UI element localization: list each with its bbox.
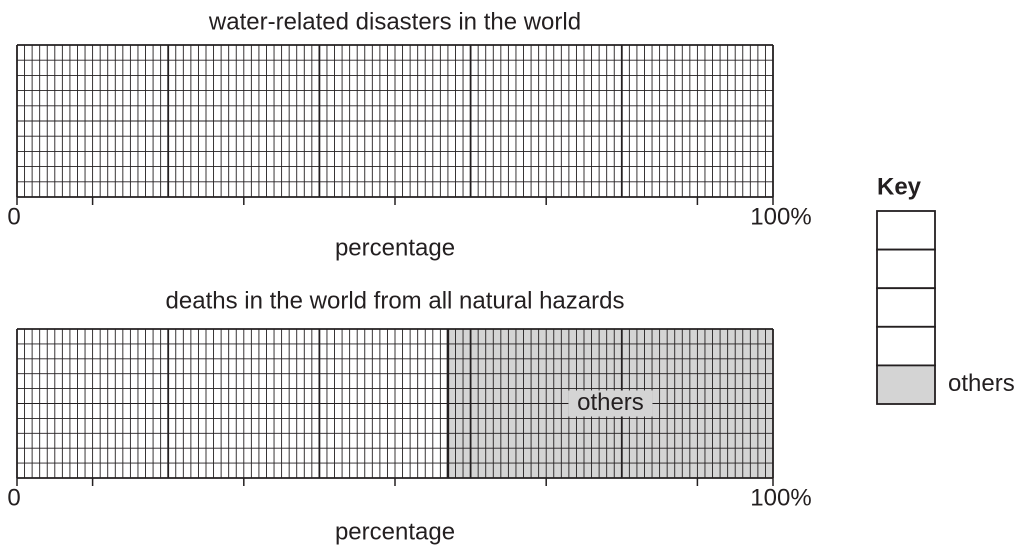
x-axis-label: percentage (335, 234, 455, 261)
chart-title: deaths in the world from all natural haz… (166, 287, 625, 314)
segment-label: others (577, 389, 644, 416)
key-box (876, 364, 936, 405)
key-label: others (948, 370, 1015, 397)
segment-label-bg (568, 390, 653, 417)
key-box (876, 287, 936, 328)
x-tick-label: 0 (7, 484, 20, 511)
x-tick-label: 0 (7, 203, 20, 230)
key-title: Key (877, 173, 922, 200)
key-box (876, 210, 936, 251)
key-box (876, 325, 936, 367)
key-box (876, 248, 936, 290)
x-axis-label: percentage (335, 518, 455, 545)
x-tick-label: 100% (750, 203, 811, 230)
chart-title: water-related disasters in the world (208, 8, 581, 35)
x-tick-label: 100% (750, 484, 811, 511)
